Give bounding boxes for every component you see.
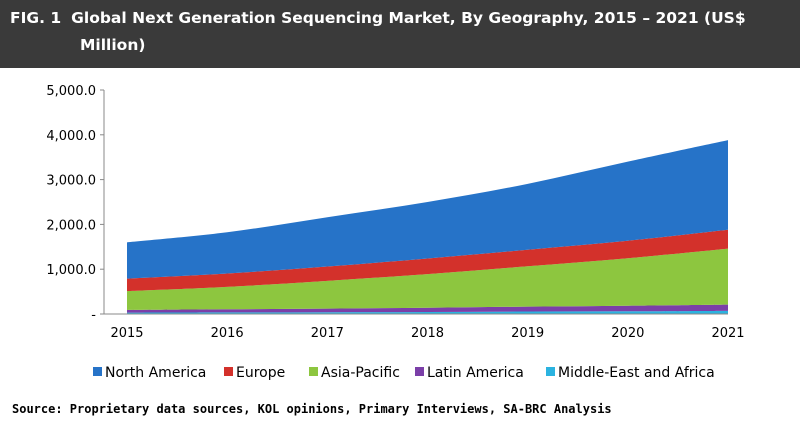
legend-label: Latin America (427, 365, 524, 381)
legend-item-asia-pacific: Asia-Pacific (309, 365, 400, 381)
legend-swatch (224, 367, 233, 376)
legend: North America Europe Asia-Pacific Latin Ame… (93, 365, 715, 381)
area-middle-east-and-africa (127, 310, 728, 314)
x-tick-label: 2016 (211, 326, 244, 341)
legend-swatch (546, 367, 555, 376)
legend-item-europe: Europe (224, 365, 285, 381)
x-tick-label: 2017 (311, 326, 344, 341)
y-tick-label: 2,000.0 (46, 218, 96, 233)
chart-title-line-2: Million) (80, 36, 146, 54)
area-chart: - 1,000.0 2,000.0 3,000.0 4,000.0 5,000.0 2015… (46, 84, 744, 381)
legend-label: North America (105, 365, 206, 381)
area-europe (127, 229, 728, 292)
plot-area (127, 140, 728, 314)
x-tick-label: 2019 (511, 326, 544, 341)
x-tick-label: 2020 (611, 326, 644, 341)
legend-swatch (415, 367, 424, 376)
area-asia-pacific (127, 248, 728, 310)
legend-label: Asia-Pacific (321, 365, 400, 381)
figure-header: FIG. 1 Global Next Generation Sequencing … (0, 0, 800, 68)
y-tick-label: - (91, 308, 96, 323)
x-tick-label: 2021 (711, 326, 744, 341)
chart-title-line-1: Global Next Generation Sequencing Market… (71, 9, 746, 27)
y-tick-label: 4,000.0 (46, 129, 96, 144)
y-tick-label: 1,000.0 (46, 263, 96, 278)
legend-item-latin-america: Latin America (415, 365, 524, 381)
x-tick-label: 2015 (110, 326, 143, 341)
area-latin-america (127, 304, 728, 313)
legend-item-north-america: North America (93, 365, 206, 381)
axes: - 1,000.0 2,000.0 3,000.0 4,000.0 5,000.0 2015… (46, 84, 744, 341)
legend-swatch (309, 367, 318, 376)
y-tick-label: 3,000.0 (46, 174, 96, 189)
figure-label: FIG. 1 (10, 9, 62, 27)
legend-label: Middle-East and Africa (558, 365, 715, 381)
area-north-america (127, 140, 728, 279)
x-tick-label: 2018 (411, 326, 444, 341)
legend-item-middle-east-and-africa: Middle-East and Africa (546, 365, 715, 381)
legend-swatch (93, 367, 102, 376)
source-note: Source: Proprietary data sources, KOL op… (12, 402, 612, 416)
y-tick-label: 5,000.0 (46, 84, 96, 99)
legend-label: Europe (236, 365, 285, 381)
